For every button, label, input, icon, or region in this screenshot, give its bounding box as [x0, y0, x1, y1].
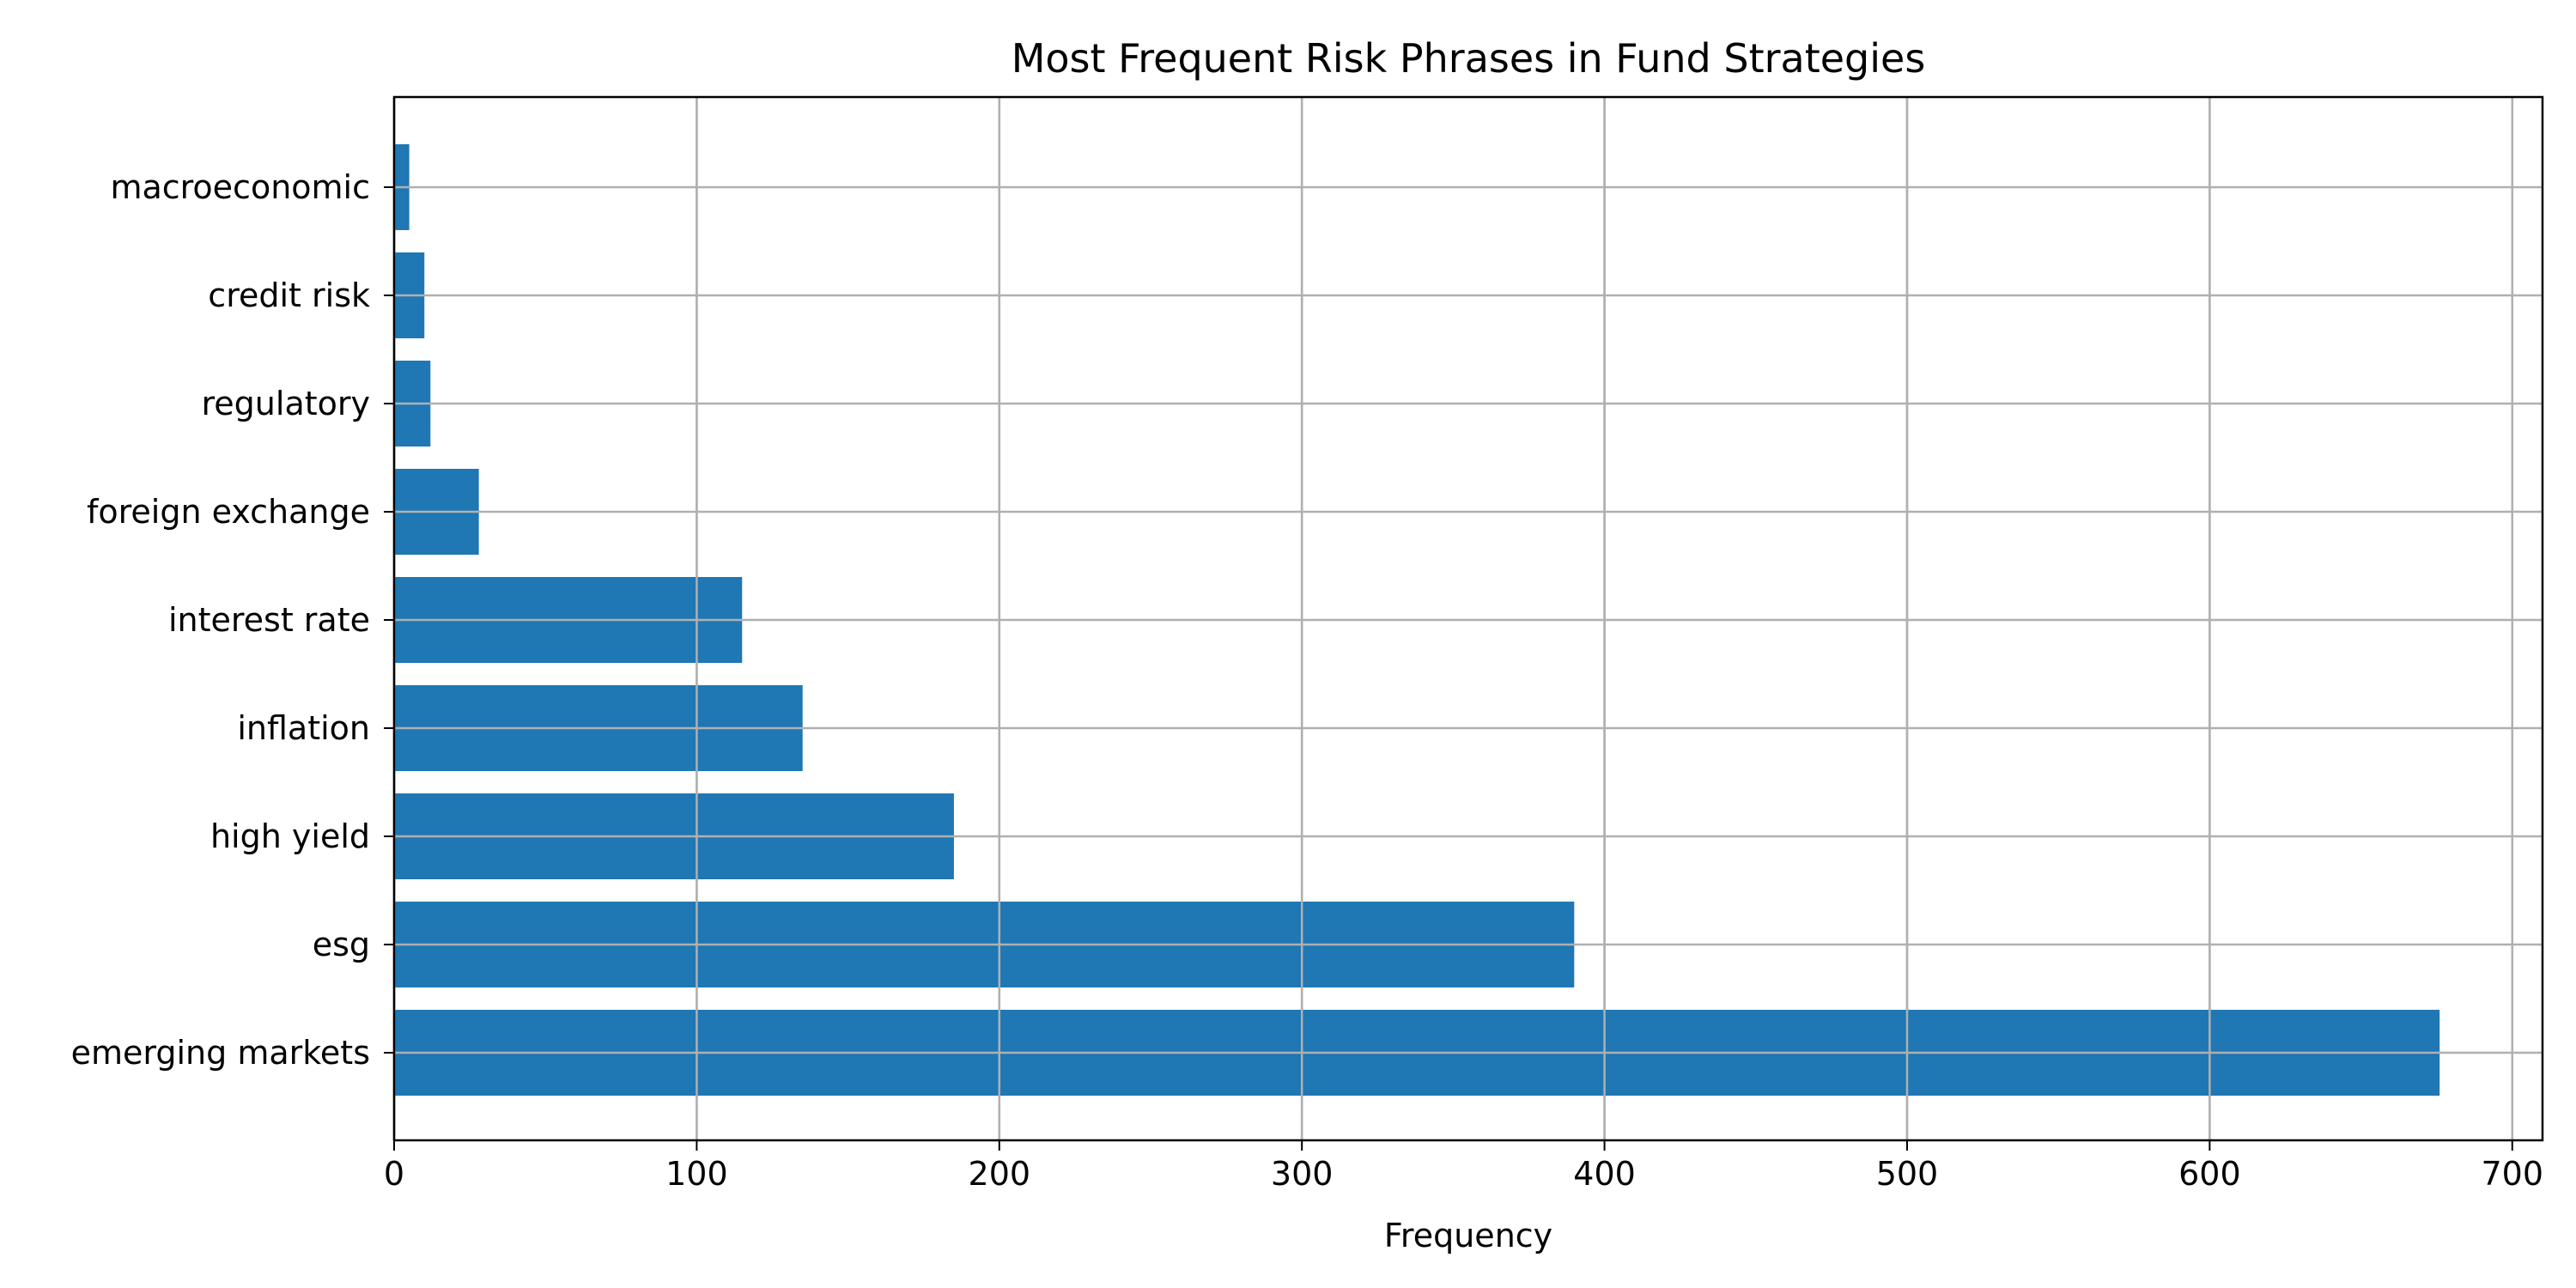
y-tick-label-high-yield: high yield [210, 817, 370, 855]
x-tick-label: 0 [384, 1155, 404, 1193]
axes-frame [392, 95, 2544, 1142]
y-tick-label-regulatory: regulatory [202, 385, 370, 422]
x-tick-label: 500 [1876, 1155, 1939, 1193]
chart-title: Most Frequent Risk Phrases in Fund Strat… [1012, 35, 1926, 82]
x-tick-label: 700 [2481, 1155, 2543, 1193]
ticks: 0 100 200 300 400 500 600 700 emerging markets es… [71, 168, 2543, 1193]
y-tick-label-esg: esg [313, 926, 370, 963]
y-tick-label-interest-rate: interest rate [168, 601, 370, 639]
y-tick-label-inflation: inflation [237, 709, 370, 747]
y-tick-label-credit-risk: credit risk [208, 276, 370, 314]
x-tick-label: 300 [1271, 1155, 1334, 1193]
x-tick-label: 100 [665, 1155, 728, 1193]
x-tick-label: 600 [2178, 1155, 2241, 1193]
y-tick-label-emerging-markets: emerging markets [71, 1034, 370, 1072]
bars [392, 97, 2543, 1140]
x-tick-label: 400 [1573, 1155, 1636, 1193]
x-tick-label: 200 [969, 1155, 1031, 1193]
y-tick-label-macroeconomic: macroeconomic [110, 168, 370, 206]
y-tick-label-foreign-exchange: foreign exchange [87, 493, 370, 531]
x-axis-label: Frequency [1384, 1217, 1552, 1255]
